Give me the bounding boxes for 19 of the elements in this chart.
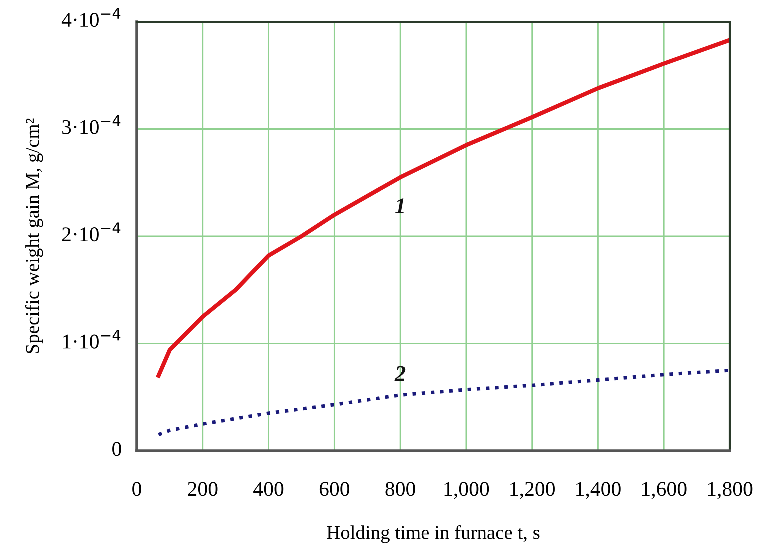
- x-axis-title: Holding time in furnace t, s: [327, 525, 540, 544]
- x-tick-label: 0: [132, 482, 142, 496]
- x-tick-label: 1,800: [708, 482, 753, 500]
- series-label: 1: [396, 198, 404, 214]
- series-label: 2: [394, 366, 406, 382]
- y-axis-title: Specific weight gain M, g/cm²: [25, 118, 44, 354]
- y-tick-label: 2·10$^{−4}$: [62, 222, 121, 242]
- x-tick-label: 1,200: [510, 482, 555, 500]
- y-tick-label: 4·10$^{−4}$: [62, 8, 121, 28]
- y-tick-label: 3·10$^{−4}$: [62, 116, 121, 134]
- y-tick-label: 1·10$^{−4}$: [63, 330, 121, 349]
- x-tick-label: 1,000: [444, 482, 490, 500]
- x-tick-label: 200: [188, 482, 218, 496]
- x-tick-label: 400: [254, 482, 284, 496]
- x-tick-label: 1,600: [642, 482, 687, 500]
- y-tick-label: 0: [112, 442, 122, 456]
- x-tick-label: 800: [386, 482, 416, 496]
- x-tick-label: 600: [320, 482, 350, 496]
- x-tick-label: 1,400: [576, 482, 621, 500]
